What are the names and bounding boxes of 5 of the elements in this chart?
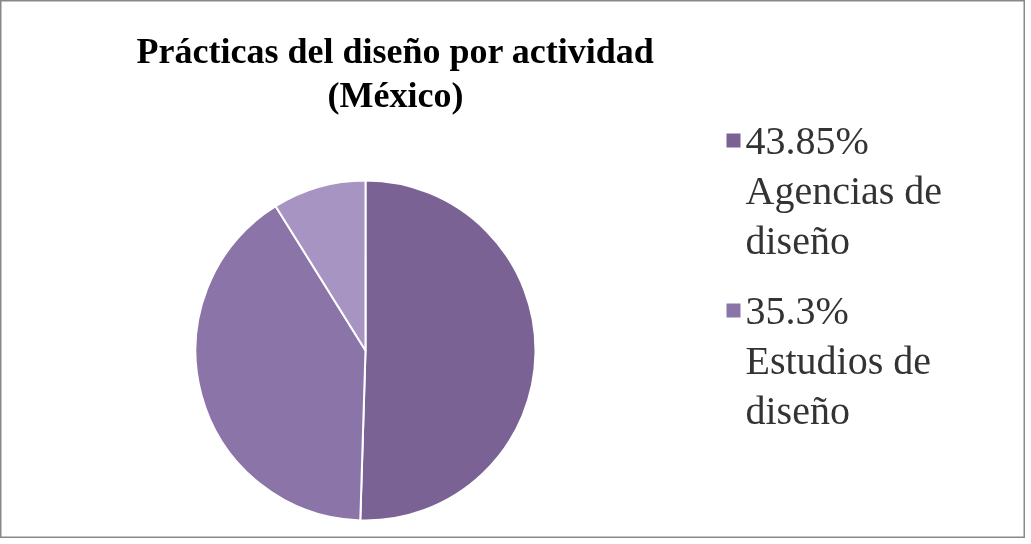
legend-label: Estudios de diseño [745, 338, 932, 433]
chart-title: Prácticas del diseño por actividad (México) [136, 30, 654, 115]
legend-label: Agencias de diseño [745, 168, 943, 263]
data-label: 43.85% [745, 118, 869, 163]
data-label: 35.3% [745, 288, 849, 333]
